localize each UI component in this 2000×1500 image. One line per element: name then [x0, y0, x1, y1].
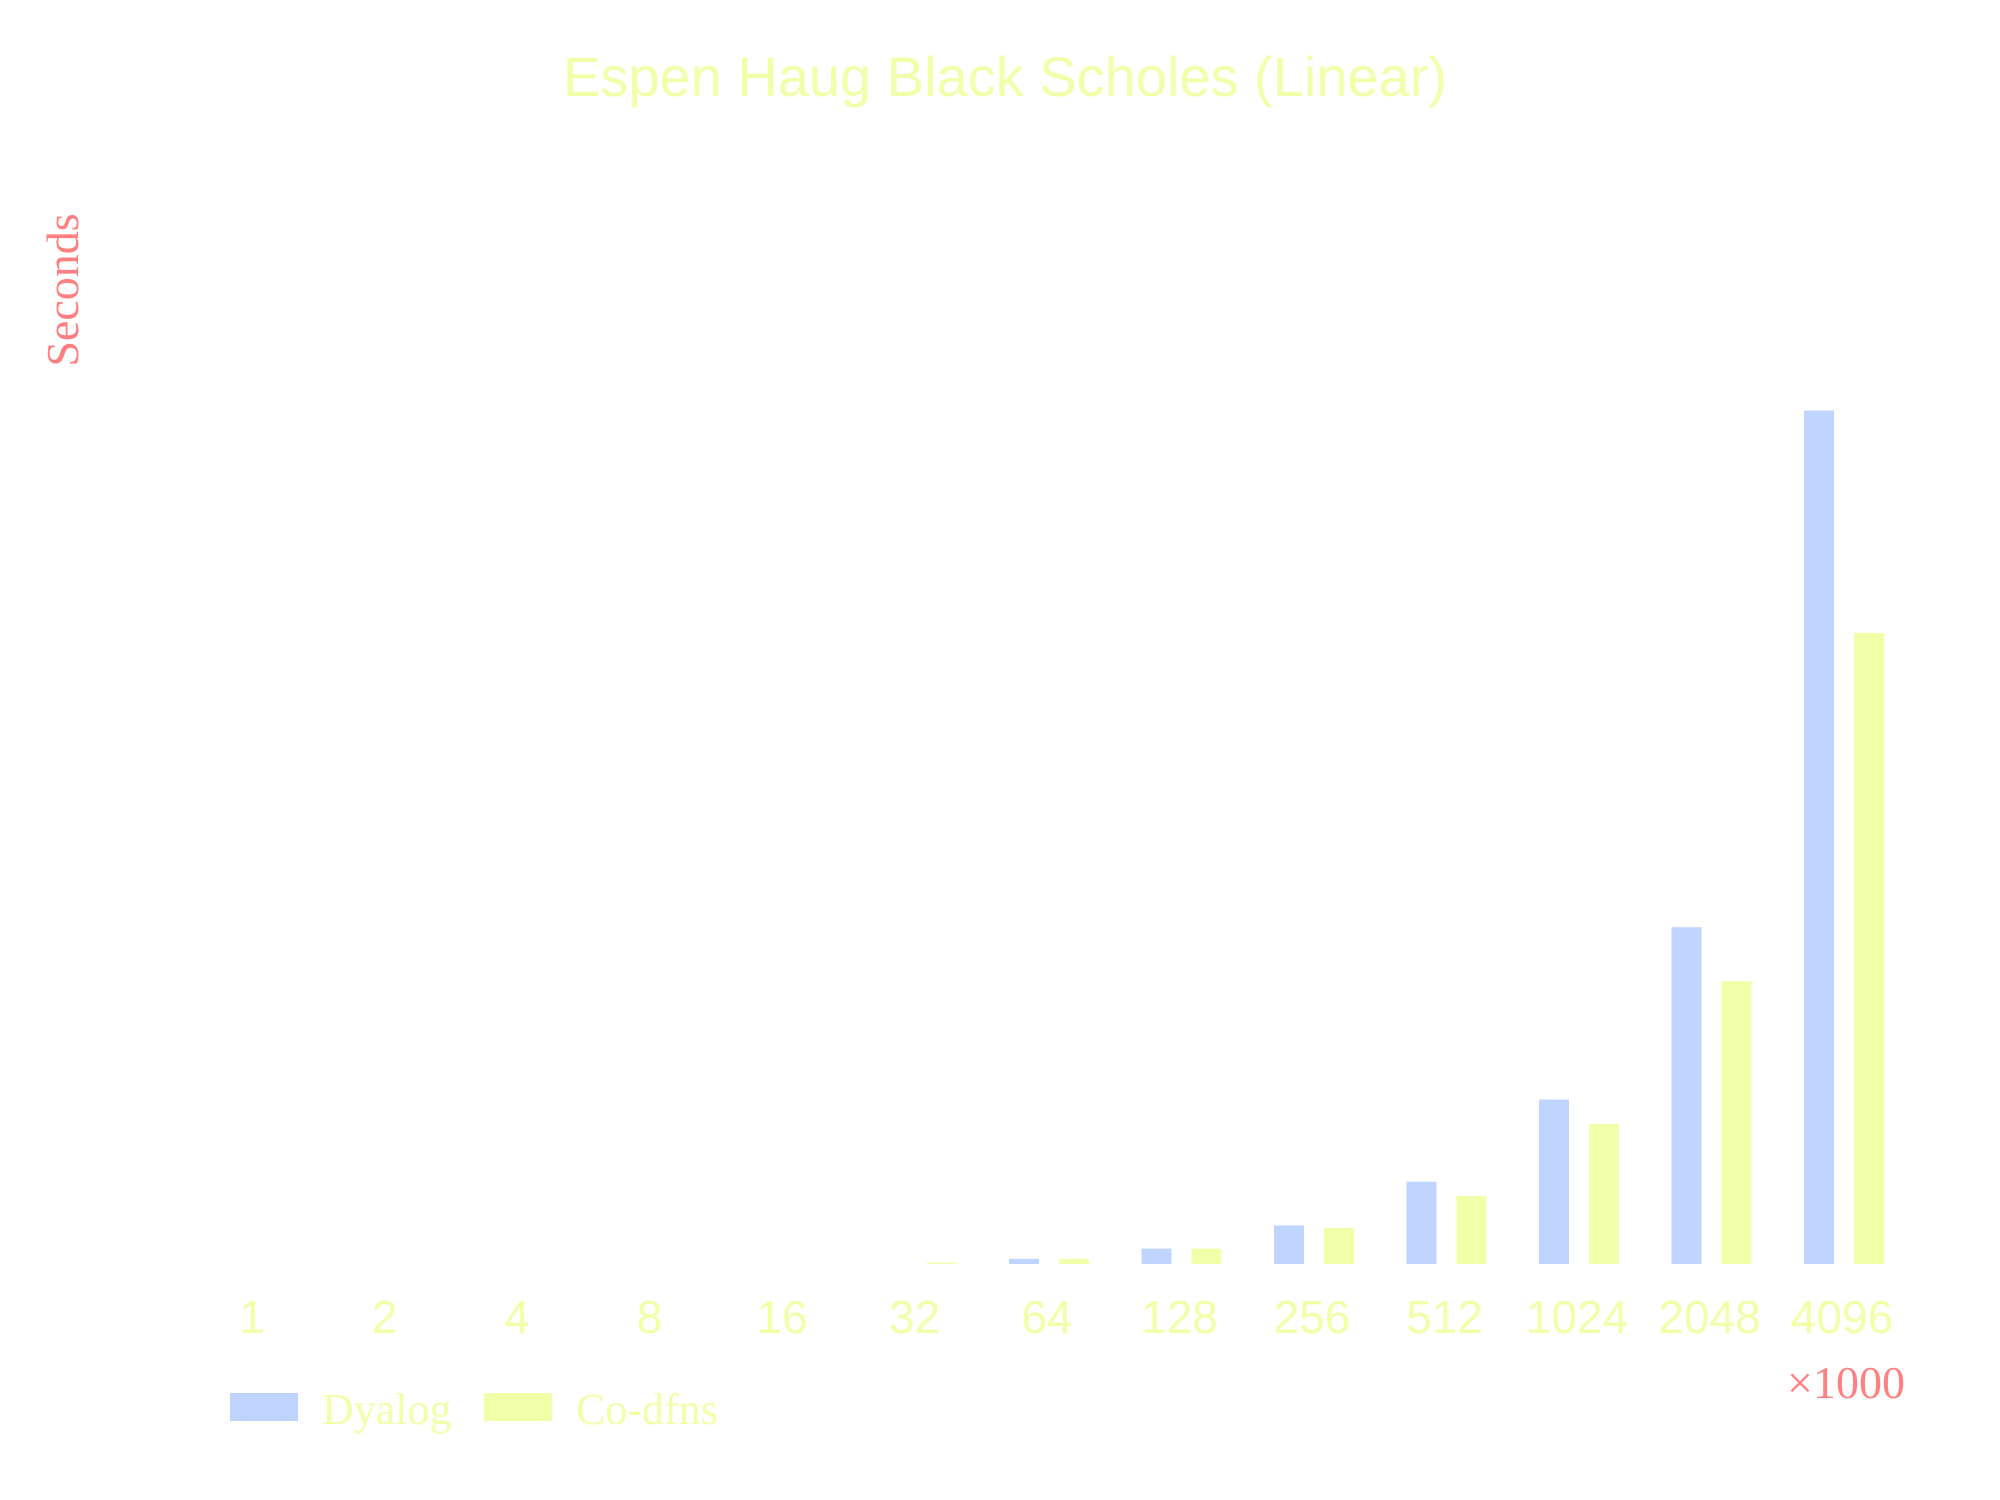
- x-tick-label: 512: [1406, 1291, 1483, 1343]
- legend-swatch-co-dfns: [484, 1393, 552, 1421]
- bar-dyalog-128: [1141, 1248, 1172, 1264]
- x-tick-labels: 1 2 4 8 16 32 64 128 256 512 1024 2048 4096: [239, 1291, 1893, 1343]
- x-tick-label: 256: [1274, 1291, 1351, 1343]
- legend-label-co-dfns: Co-dfns: [576, 1385, 718, 1434]
- x-tick-label: 2: [372, 1291, 398, 1343]
- y-axis-label: Seconds: [37, 213, 88, 366]
- bar-dyalog-2048: [1671, 927, 1702, 1264]
- bar-co-dfns-4096: [1854, 632, 1884, 1264]
- x-tick-label: 128: [1141, 1291, 1218, 1343]
- bar-co-dfns-128: [1191, 1248, 1222, 1264]
- legend: Dyalog Co-dfns: [230, 1385, 718, 1434]
- x-tick-label: 1024: [1526, 1291, 1628, 1343]
- x-tick-label: 2048: [1658, 1291, 1760, 1343]
- x-tick-label: 64: [1021, 1291, 1072, 1343]
- bar-co-dfns-32: [926, 1262, 957, 1264]
- x-tick-label: 4: [504, 1291, 530, 1343]
- legend-label-dyalog: Dyalog: [322, 1385, 452, 1434]
- legend-swatch-dyalog: [230, 1393, 298, 1421]
- bar-co-dfns-256: [1324, 1228, 1354, 1264]
- x-tick-label: 4096: [1791, 1291, 1893, 1343]
- bar-dyalog-4096: [1804, 410, 1834, 1264]
- bars-group: [926, 410, 1884, 1264]
- bar-dyalog-64: [1009, 1258, 1039, 1264]
- bar-co-dfns-512: [1456, 1195, 1487, 1264]
- bar-co-dfns-64: [1059, 1258, 1089, 1264]
- bar-dyalog-512: [1406, 1181, 1437, 1264]
- x-tick-label: 32: [889, 1291, 940, 1343]
- bar-co-dfns-2048: [1721, 981, 1752, 1264]
- x-tick-label: 1: [239, 1291, 265, 1343]
- bar-dyalog-256: [1274, 1225, 1304, 1264]
- bar-dyalog-1024: [1539, 1099, 1569, 1264]
- chart-title: Espen Haug Black Scholes (Linear): [563, 45, 1447, 108]
- x-unit-label: ×1000: [1787, 1357, 1905, 1408]
- x-tick-label: 8: [637, 1291, 663, 1343]
- bar-co-dfns-1024: [1589, 1123, 1619, 1264]
- x-tick-label: 16: [756, 1291, 807, 1343]
